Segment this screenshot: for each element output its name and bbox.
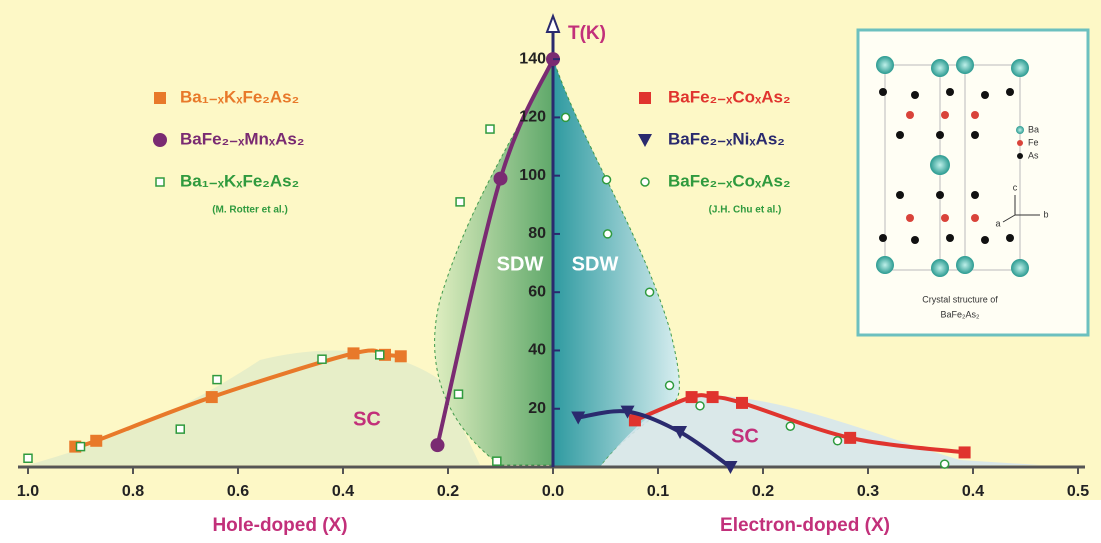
x-tick-label: 0.8 [122, 483, 144, 500]
marker [646, 288, 654, 296]
marker [494, 172, 508, 186]
marker [834, 437, 842, 445]
marker [666, 381, 674, 389]
x-tick-label: 1.0 [17, 483, 39, 500]
marker [90, 435, 102, 447]
legend-marker [639, 92, 651, 104]
inset-frame [858, 30, 1088, 335]
region-label: SC [353, 408, 381, 430]
x-axis-label: Hole-doped (X) [212, 515, 347, 536]
legend-marker [156, 178, 164, 186]
inset-caption: BaFe₂As₂ [940, 309, 980, 319]
x-tick-label: 0.0 [542, 483, 564, 500]
y-axis-label: T(K) [568, 23, 606, 44]
x-tick-label: 0.1 [647, 483, 669, 500]
marker [786, 422, 794, 430]
marker [493, 457, 501, 465]
marker [431, 438, 445, 452]
marker [486, 125, 494, 133]
x-tick-label: 0.6 [227, 483, 249, 500]
marker [736, 397, 748, 409]
marker [959, 446, 971, 458]
inset-axis: b [1043, 209, 1048, 219]
y-tick-label: 120 [519, 109, 546, 126]
inset-legend: Fe [1028, 137, 1039, 147]
inset-legend: Ba [1028, 124, 1039, 134]
inset-axis: a [995, 218, 1000, 228]
marker [456, 198, 464, 206]
crystal-inset: Ba Fe As c a b Crystal structure of BaFe… [858, 30, 1088, 335]
legend-marker [154, 92, 166, 104]
y-tick-label: 100 [519, 167, 546, 184]
x-tick-label: 0.2 [752, 483, 774, 500]
legend-label: Ba₁₋ₓKₓFe₂As₂ [180, 171, 299, 190]
legend-label: BaFe₂₋ₓMnₓAs₂ [180, 129, 304, 148]
inset-caption: Crystal structure of [922, 294, 998, 304]
marker [603, 176, 611, 184]
inset-legend: As [1028, 150, 1039, 160]
marker [455, 390, 463, 398]
marker [176, 425, 184, 433]
marker [696, 402, 704, 410]
marker [77, 443, 85, 451]
legend-note: (J.H. Chu et al.) [709, 205, 782, 216]
x-tick-label: 0.5 [1067, 483, 1089, 500]
marker [318, 355, 326, 363]
x-axis-label: Electron-doped (X) [720, 515, 890, 536]
marker [206, 391, 218, 403]
legend-marker [153, 133, 167, 147]
marker [395, 350, 407, 362]
marker [941, 460, 949, 468]
phase-diagram: Ba Fe As c a b Crystal structure of BaFe… [0, 0, 1101, 543]
marker [562, 113, 570, 121]
marker [844, 432, 856, 444]
region-label: SDW [497, 253, 544, 275]
marker [604, 230, 612, 238]
y-tick-label: 140 [519, 50, 546, 67]
legend-label: BaFe₂₋ₓNiₓAs₂ [668, 129, 785, 148]
y-tick-label: 40 [528, 342, 546, 359]
legend-note: (M. Rotter et al.) [212, 205, 288, 216]
region-label: SC [731, 425, 759, 447]
marker [376, 351, 384, 359]
y-tick-label: 20 [528, 400, 546, 417]
y-tick-label: 80 [528, 225, 546, 242]
legend-label: Ba₁₋ₓKₓFe₂As₂ [180, 87, 299, 106]
marker [707, 391, 719, 403]
marker [213, 376, 221, 384]
x-tick-label: 0.4 [962, 483, 984, 500]
legend-label: BaFe₂₋ₓCoₓAs₂ [668, 87, 791, 106]
marker [686, 391, 698, 403]
marker [24, 454, 32, 462]
y-tick-label: 60 [528, 283, 546, 300]
marker [348, 347, 360, 359]
x-tick-label: 0.2 [437, 483, 459, 500]
x-tick-label: 0.4 [332, 483, 354, 500]
region-label: SDW [572, 253, 619, 275]
legend-marker [641, 178, 649, 186]
inset-axis: c [1013, 182, 1018, 192]
legend-label: BaFe₂₋ₓCoₓAs₂ [668, 171, 791, 190]
x-tick-label: 0.3 [857, 483, 879, 500]
